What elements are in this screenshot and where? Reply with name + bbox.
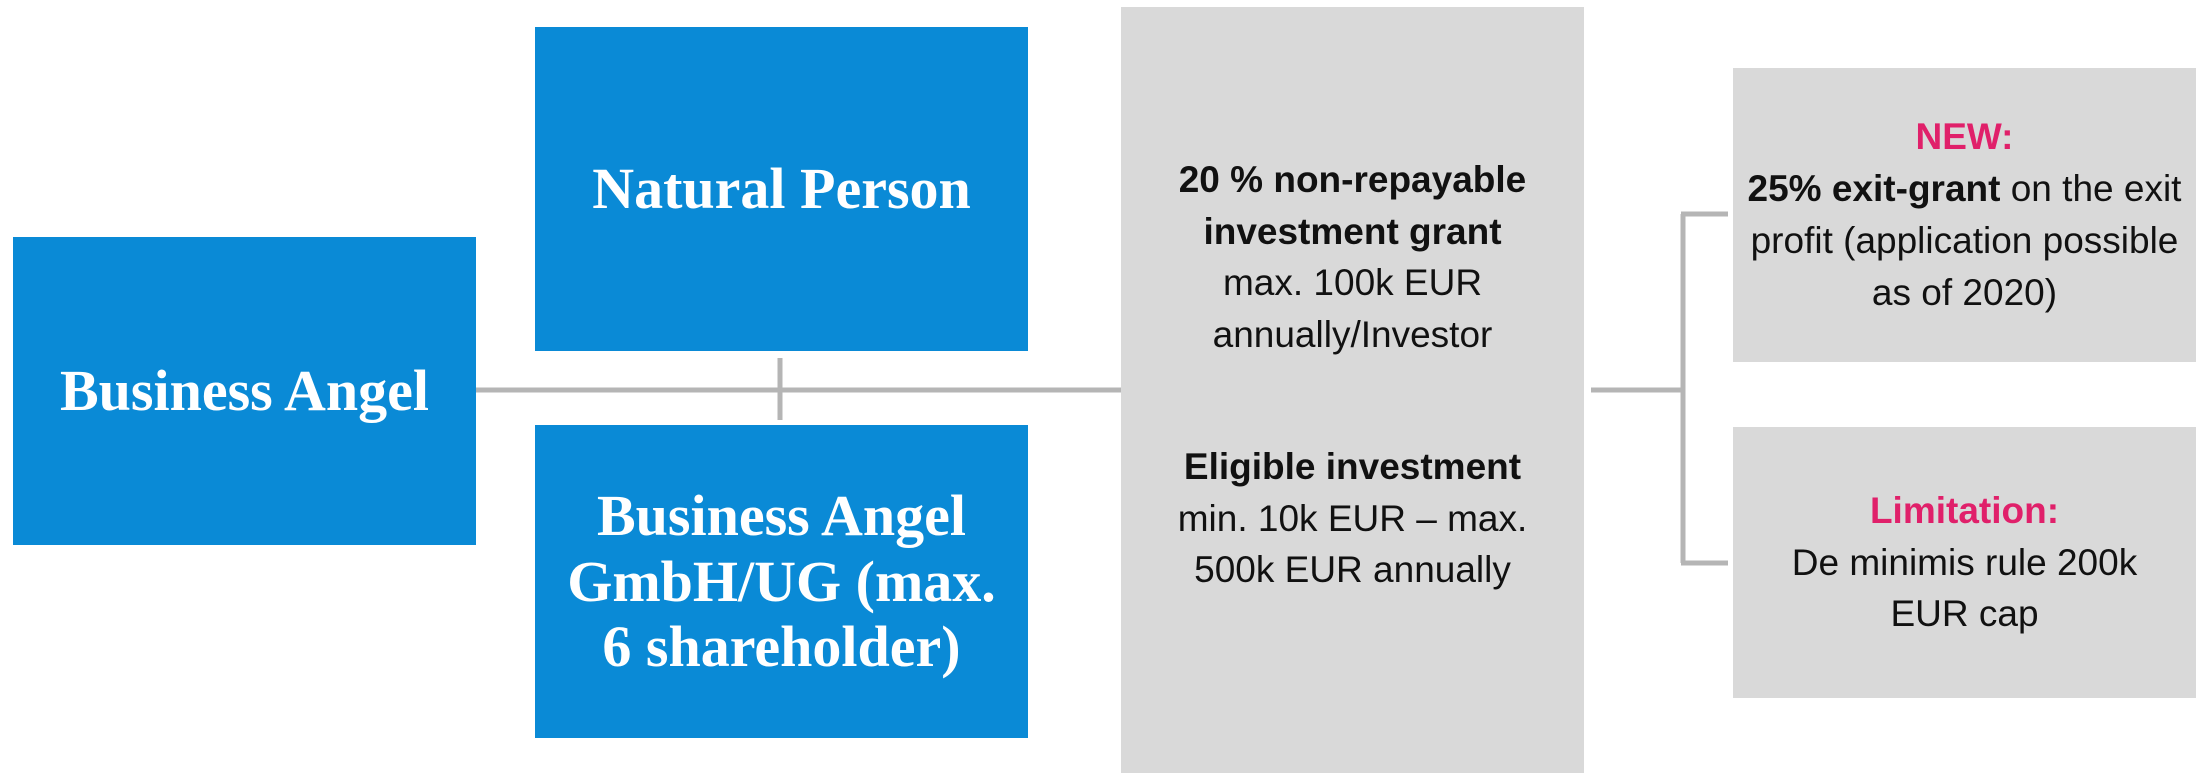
outcome-text: De minimis rule 200k EUR cap <box>1791 541 2138 635</box>
block-heading: 20 % non-repayable investment grant <box>1178 158 1527 252</box>
outcome-bold: 25% exit-grant <box>1747 168 2001 210</box>
center-block: Eligible investment min. 10k EUR – max. … <box>1151 441 1554 596</box>
node-label: Business Angel GmbH/UG (max. 6 sharehold… <box>567 483 996 680</box>
block-text: min. 10k EUR – max. 500k EUR annually <box>1177 497 1528 591</box>
outcome-text: on the exit profit (application possible… <box>1750 168 2182 313</box>
block-heading: Eligible investment <box>1183 445 1522 487</box>
outcome-content: NEW: 25% exit-grant on the exit profit (… <box>1743 111 2186 318</box>
center-panel: 20 % non-repayable investment grant max.… <box>1121 7 1584 773</box>
node-business-angel: Business Angel <box>13 237 476 545</box>
node-gmbh: Business Angel GmbH/UG (max. 6 sharehold… <box>535 425 1028 738</box>
node-natural-person: Natural Person <box>535 27 1028 351</box>
node-label: Business Angel <box>59 358 430 424</box>
block-text: max. 100k EUR annually/Investor <box>1212 262 1493 356</box>
outcome-content: Limitation: De minimis rule 200k EUR cap <box>1753 485 2176 640</box>
center-block: 20 % non-repayable investment grant max.… <box>1151 154 1554 361</box>
node-label: Natural Person <box>592 156 971 222</box>
outcome-heading: NEW: <box>1915 116 2014 158</box>
outcome-limitation: Limitation: De minimis rule 200k EUR cap <box>1733 427 2196 698</box>
outcome-heading: Limitation: <box>1869 489 2060 531</box>
outcome-new: NEW: 25% exit-grant on the exit profit (… <box>1733 68 2196 362</box>
